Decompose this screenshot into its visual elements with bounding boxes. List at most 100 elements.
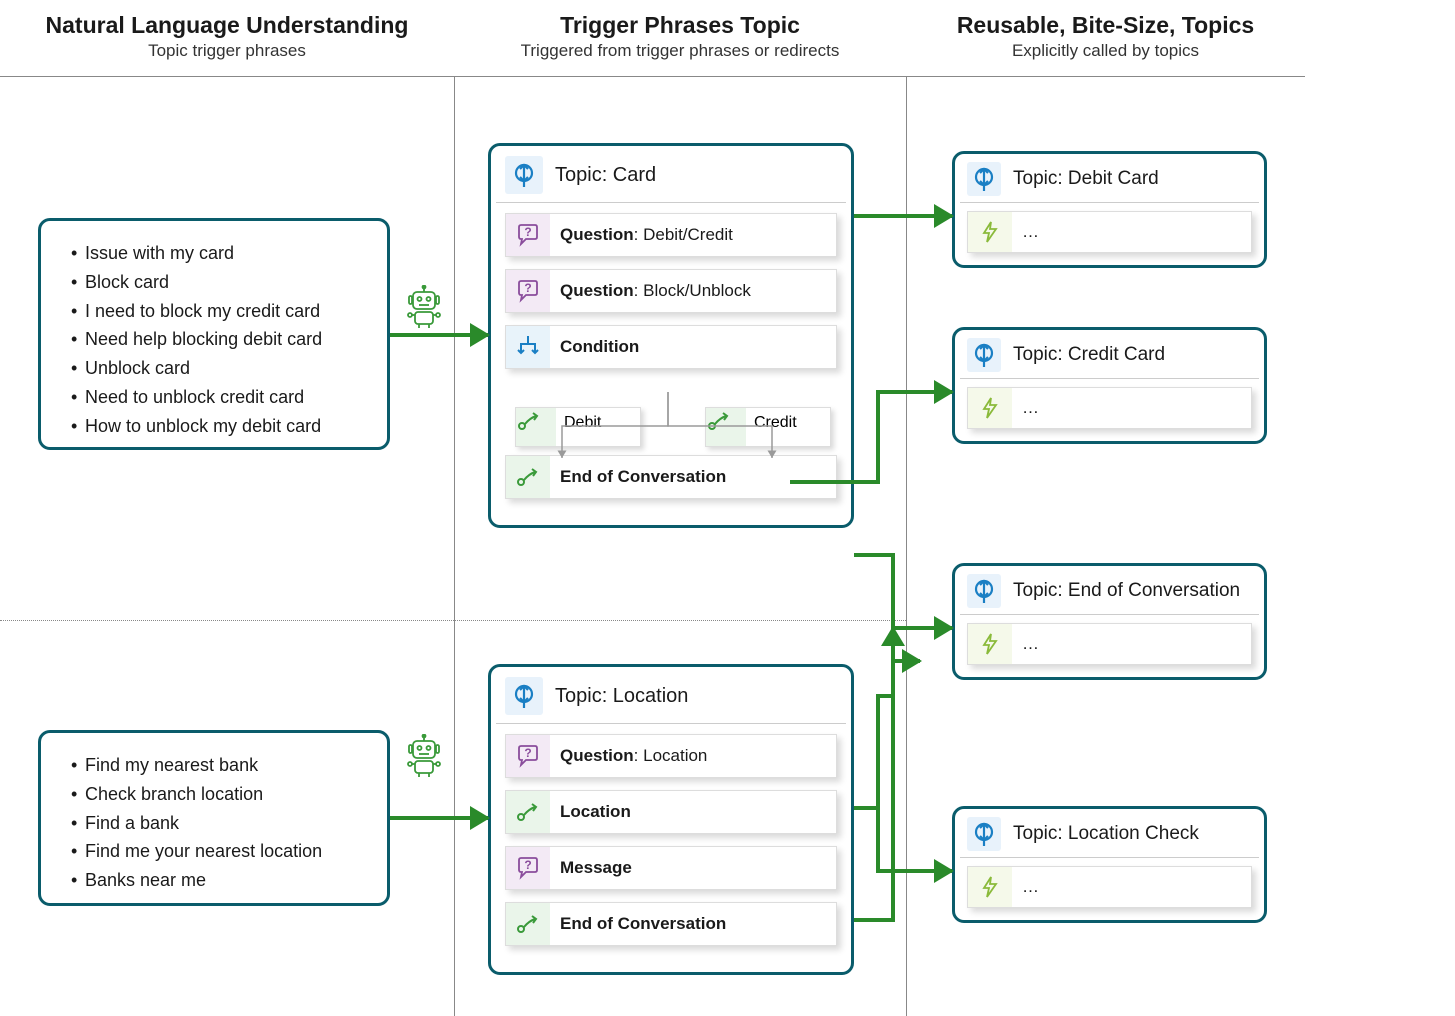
question-icon: ? xyxy=(515,743,541,769)
diagram-canvas: Natural Language Understanding Topic tri… xyxy=(0,0,1455,1016)
action-label: End of Conversation xyxy=(550,456,736,498)
redirect-icon-wrap xyxy=(706,408,746,446)
svg-text:?: ? xyxy=(524,225,531,239)
topic-body: … xyxy=(955,379,1264,441)
action-row-bolt: … xyxy=(967,623,1252,665)
mini-topic: Topic: End of Conversation … xyxy=(952,563,1267,680)
topic-icon-wrap xyxy=(505,677,543,715)
phrase-item: Unblock card xyxy=(71,354,373,383)
vdiv1 xyxy=(454,76,455,1016)
action-label: End of Conversation xyxy=(550,903,736,945)
topic-icon xyxy=(971,578,997,604)
mini-topic: Topic: Debit Card … xyxy=(952,151,1267,268)
question-icon: ? xyxy=(515,278,541,304)
col3-subtitle: Explicitly called by topics xyxy=(906,41,1305,61)
topic-body: ? Question: Location Location ? Message … xyxy=(491,724,851,972)
topic-icon-wrap xyxy=(967,162,1001,196)
col2-header: Trigger Phrases Topic Triggered from tri… xyxy=(454,12,906,61)
connector-green xyxy=(854,808,952,871)
action-label: Question: Debit/Credit xyxy=(550,214,743,256)
mini-topic: Topic: Credit Card … xyxy=(952,327,1267,444)
condition-icon-wrap xyxy=(506,326,550,368)
question-icon-wrap: ? xyxy=(506,847,550,889)
topic-body: … xyxy=(955,615,1264,677)
robot-icon xyxy=(403,285,445,329)
redirect-icon-wrap xyxy=(506,903,550,945)
topic-header: Topic: End of Conversation xyxy=(955,566,1264,614)
redirect-icon-wrap xyxy=(516,408,556,446)
bolt-icon-wrap xyxy=(968,624,1012,664)
redirect-icon xyxy=(515,799,541,825)
bolt-icon xyxy=(978,875,1002,899)
action-row-condition: Condition xyxy=(505,325,837,369)
action-label: Question: Location xyxy=(550,735,717,777)
phrase-item: Block card xyxy=(71,268,373,297)
action-label: … xyxy=(1012,624,1049,664)
action-row-question: ? Question: Debit/Credit xyxy=(505,213,837,257)
redirect-icon xyxy=(515,911,541,937)
col2-title: Trigger Phrases Topic xyxy=(454,12,906,39)
topic-card-card: Topic: Card ? Question: Debit/Credit ? Q… xyxy=(488,143,854,528)
robot-icon xyxy=(403,734,445,778)
redirect-icon-wrap xyxy=(506,456,550,498)
topic-icon xyxy=(971,821,997,847)
phrase-item: Find a bank xyxy=(71,809,373,838)
topic-title: Topic: Location xyxy=(555,685,688,708)
question-icon-wrap: ? xyxy=(506,214,550,256)
topic-icon-wrap xyxy=(967,574,1001,608)
topic-title: Topic: Location Check xyxy=(1013,823,1199,845)
phrase-item: Find me your nearest location xyxy=(71,837,373,866)
action-row-redirect: Location xyxy=(505,790,837,834)
action-label: Message xyxy=(550,847,642,889)
phrase-item: Need help blocking debit card xyxy=(71,325,373,354)
col3-title: Reusable, Bite-Size, Topics xyxy=(906,12,1305,39)
bolt-icon xyxy=(978,632,1002,656)
topic-title: Topic: Debit Card xyxy=(1013,168,1159,190)
topic-header: Topic: Credit Card xyxy=(955,330,1264,378)
col3-header: Reusable, Bite-Size, Topics Explicitly c… xyxy=(906,12,1305,61)
header-rule xyxy=(0,76,1305,77)
question-icon: ? xyxy=(515,222,541,248)
branch-label: Debit xyxy=(556,408,609,446)
mini-topic: Topic: Location Check … xyxy=(952,806,1267,923)
bolt-icon-wrap xyxy=(968,867,1012,907)
action-label: Question: Block/Unblock xyxy=(550,270,761,312)
phrase-item: Need to unblock credit card xyxy=(71,383,373,412)
svg-text:?: ? xyxy=(524,746,531,760)
branch-container: Debit Credit xyxy=(505,381,837,447)
question-icon: ? xyxy=(515,855,541,881)
action-label: … xyxy=(1012,212,1049,252)
redirect-icon xyxy=(515,464,541,490)
topic-icon-wrap xyxy=(967,338,1001,372)
bolt-icon-wrap xyxy=(968,388,1012,428)
topic-body: … xyxy=(955,858,1264,920)
topic-header: Topic: Location Check xyxy=(955,809,1264,857)
question-icon-wrap: ? xyxy=(506,270,550,312)
branch-box: Credit xyxy=(705,407,831,447)
topic-title: Topic: End of Conversation xyxy=(1013,580,1240,602)
action-row-bolt: … xyxy=(967,387,1252,429)
connector-green xyxy=(854,661,920,920)
bolt-icon xyxy=(978,220,1002,244)
action-row-bolt: … xyxy=(967,866,1252,908)
condition-icon xyxy=(515,334,541,360)
dotted-divider xyxy=(0,620,906,621)
redirect-icon-wrap xyxy=(506,791,550,833)
connector-green xyxy=(854,555,952,628)
bolt-icon-wrap xyxy=(968,212,1012,252)
action-label: … xyxy=(1012,388,1049,428)
redirect-icon xyxy=(706,408,732,434)
phrase-box-location: Find my nearest bankCheck branch locatio… xyxy=(38,730,390,906)
vdiv2 xyxy=(906,76,907,1016)
topic-icon xyxy=(511,683,537,709)
col1-title: Natural Language Understanding xyxy=(0,12,454,39)
topic-icon-wrap xyxy=(505,156,543,194)
robot-icon xyxy=(403,285,445,329)
action-label: Location xyxy=(550,791,641,833)
topic-title: Topic: Credit Card xyxy=(1013,344,1165,366)
topic-icon xyxy=(971,166,997,192)
col2-subtitle: Triggered from trigger phrases or redire… xyxy=(454,41,906,61)
topic-icon xyxy=(511,162,537,188)
col1-subtitle: Topic trigger phrases xyxy=(0,41,454,61)
action-row-bolt: … xyxy=(967,211,1252,253)
